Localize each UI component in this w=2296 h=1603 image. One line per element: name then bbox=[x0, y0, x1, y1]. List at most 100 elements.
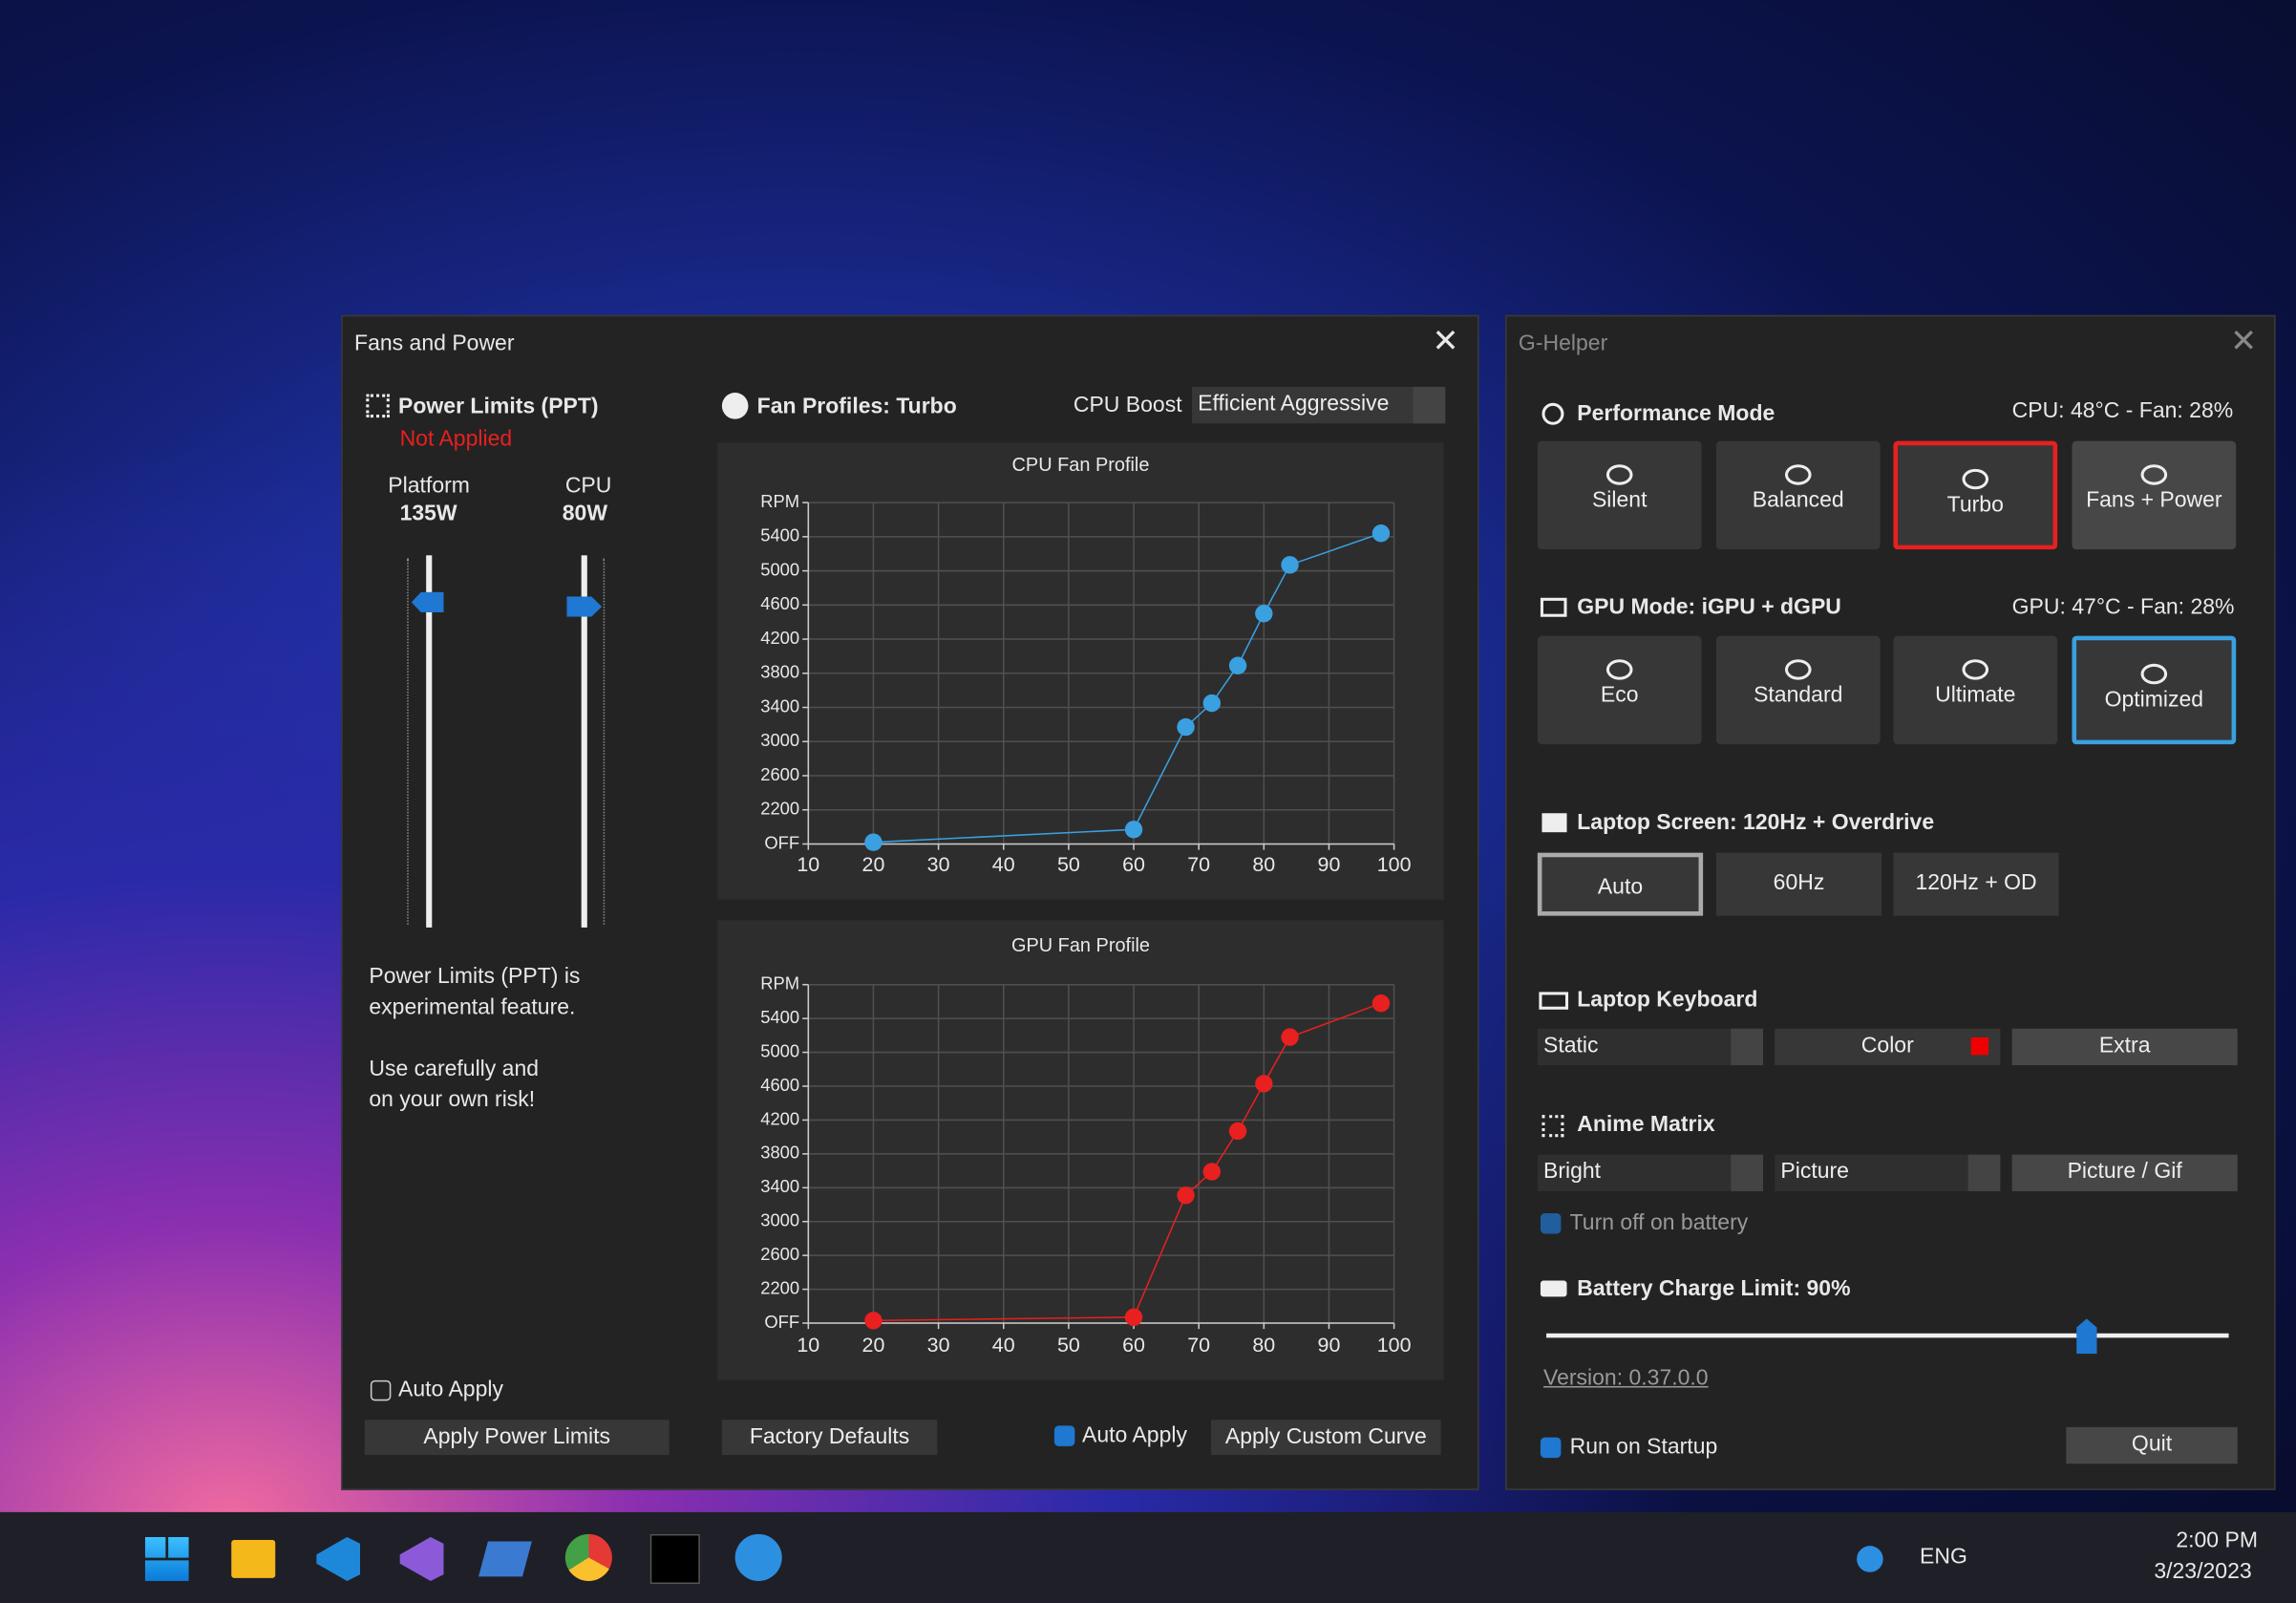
mode-button[interactable]: Eco bbox=[1537, 635, 1702, 745]
dropdown[interactable]: Bright bbox=[1537, 1154, 1763, 1191]
y-tick-label: 4200 bbox=[760, 628, 799, 648]
x-tick-label: 10 bbox=[797, 853, 819, 876]
mode-button[interactable]: Balanced bbox=[1715, 440, 1881, 550]
slider-value: 135W bbox=[399, 501, 457, 526]
dropdown[interactable]: Static bbox=[1537, 1028, 1763, 1066]
curve-line bbox=[873, 532, 1382, 844]
mode-button[interactable]: Silent bbox=[1537, 440, 1702, 550]
slider-ticks bbox=[603, 558, 606, 925]
y-tick-label: OFF bbox=[764, 1312, 799, 1332]
mode-button[interactable]: Optimized bbox=[2072, 635, 2237, 745]
close-button[interactable]: ✕ bbox=[1432, 322, 1459, 359]
curve-point bbox=[1281, 556, 1299, 574]
apply-curve-button[interactable]: Apply Custom Curve bbox=[1210, 1420, 1441, 1456]
vs-icon[interactable] bbox=[399, 1536, 444, 1581]
x-tick-label: 70 bbox=[1187, 1334, 1210, 1357]
screen-icon bbox=[1541, 813, 1567, 833]
tray-icon[interactable] bbox=[1857, 1546, 1883, 1572]
mode-button[interactable]: Ultimate bbox=[1893, 635, 2058, 745]
checkbox-label: Turn off on battery bbox=[1569, 1209, 1749, 1235]
ghelper-window: G-Helper ✕ Performance Mode CPU: 48°C - … bbox=[1505, 314, 2276, 1490]
note-text: Use carefully and bbox=[369, 1056, 540, 1081]
y-tick-label: 3000 bbox=[760, 730, 799, 750]
mode-label: Standard bbox=[1754, 682, 1843, 708]
slider-track[interactable] bbox=[1546, 1333, 2229, 1338]
mode-label: Ultimate bbox=[1935, 682, 2016, 708]
mode-button[interactable]: Standard bbox=[1715, 635, 1881, 745]
checkbox[interactable] bbox=[1540, 1437, 1562, 1459]
dropdown[interactable]: Efficient Aggressive bbox=[1192, 386, 1446, 424]
status-text: CPU: 48°C - Fan: 28% bbox=[2011, 398, 2234, 424]
slider-thumb[interactable] bbox=[566, 596, 603, 617]
x-tick-label: 40 bbox=[992, 1334, 1015, 1357]
mode-button[interactable]: Turbo bbox=[1893, 440, 2058, 550]
ghelper-icon[interactable] bbox=[734, 1533, 782, 1581]
window-title: Fans and Power bbox=[354, 331, 515, 356]
apply-button[interactable]: Apply Power Limits bbox=[364, 1420, 670, 1456]
x-tick-label: 10 bbox=[797, 1334, 819, 1357]
screen-button[interactable]: 60Hz bbox=[1715, 852, 1882, 916]
slider-thumb[interactable] bbox=[411, 591, 444, 613]
extra-button[interactable]: Extra bbox=[2011, 1028, 2238, 1066]
close-button[interactable]: ✕ bbox=[2230, 322, 2258, 359]
mode-label: Optimized bbox=[2104, 687, 2204, 713]
slider-thumb[interactable] bbox=[2076, 1318, 2097, 1355]
checkbox[interactable] bbox=[1540, 1212, 1562, 1234]
start-button[interactable] bbox=[144, 1536, 189, 1581]
x-tick-label: 20 bbox=[862, 853, 885, 876]
checkbox[interactable] bbox=[1053, 1425, 1075, 1446]
x-tick-label: 70 bbox=[1187, 853, 1210, 876]
x-tick-label: 60 bbox=[1122, 853, 1145, 876]
y-tick-label: 4600 bbox=[760, 593, 799, 613]
y-tick-label: 2600 bbox=[760, 764, 799, 784]
x-tick-label: 30 bbox=[927, 1334, 950, 1357]
y-tick-label: 5400 bbox=[760, 1007, 799, 1027]
app-icon[interactable] bbox=[649, 1533, 700, 1585]
curve-point bbox=[1202, 694, 1222, 713]
fan-icon bbox=[721, 393, 749, 419]
label: CPU Boost bbox=[1073, 393, 1182, 418]
clock-date[interactable]: 3/23/2023 bbox=[2154, 1558, 2252, 1585]
picture-button[interactable]: Picture / Gif bbox=[2011, 1154, 2238, 1191]
y-tick-label: 4200 bbox=[760, 1108, 799, 1128]
clock-time[interactable]: 2:00 PM bbox=[2176, 1528, 2259, 1553]
x-tick-label: 30 bbox=[927, 853, 950, 876]
x-tick-label: 90 bbox=[1318, 853, 1341, 876]
language[interactable]: ENG bbox=[1920, 1544, 1967, 1570]
checkbox[interactable] bbox=[370, 1379, 392, 1401]
y-tick-label: RPM bbox=[760, 491, 799, 511]
y-tick-label: 3800 bbox=[760, 1143, 799, 1163]
chrome-icon[interactable] bbox=[564, 1533, 612, 1581]
factory-defaults-button[interactable]: Factory Defaults bbox=[721, 1420, 938, 1456]
slider-track[interactable] bbox=[581, 555, 587, 928]
version-link[interactable]: Version: 0.37.0.0 bbox=[1542, 1365, 1709, 1391]
y-tick-label: 5000 bbox=[760, 559, 799, 579]
y-tick-label: 3800 bbox=[760, 662, 799, 682]
mode-label: Turbo bbox=[1946, 492, 2004, 518]
note-text: experimental feature. bbox=[369, 994, 576, 1020]
screen-button[interactable]: Auto bbox=[1537, 852, 1704, 916]
vscode-icon[interactable] bbox=[316, 1536, 361, 1581]
curve-point bbox=[1177, 717, 1195, 737]
curve-point bbox=[1124, 1308, 1143, 1327]
explorer-icon[interactable] bbox=[231, 1540, 276, 1578]
y-tick-label: 4600 bbox=[760, 1075, 799, 1095]
window-title: G-Helper bbox=[1518, 331, 1608, 356]
slider-track[interactable] bbox=[426, 555, 433, 928]
color-button[interactable]: Color bbox=[1775, 1028, 2001, 1066]
slider-value: 80W bbox=[562, 501, 608, 526]
quit-button[interactable]: Quit bbox=[2066, 1426, 2238, 1464]
gpu-fan-chart: GPU Fan Profile OFF 2200 2600 3000 3400 3800 42… bbox=[717, 920, 1444, 1380]
curve-point bbox=[1371, 994, 1391, 1013]
screen-button[interactable]: 120Hz + OD bbox=[1893, 852, 2059, 916]
x-tick-label: 90 bbox=[1318, 1334, 1341, 1357]
curve-point bbox=[1371, 524, 1391, 543]
terminal-icon[interactable] bbox=[478, 1541, 532, 1577]
mode-button[interactable]: Fans + Power bbox=[2072, 440, 2237, 550]
curve-point bbox=[1255, 605, 1273, 623]
y-tick-label: 2200 bbox=[760, 799, 799, 819]
mode-label: Balanced bbox=[1752, 487, 1844, 513]
dropdown[interactable]: Picture bbox=[1775, 1154, 2001, 1191]
